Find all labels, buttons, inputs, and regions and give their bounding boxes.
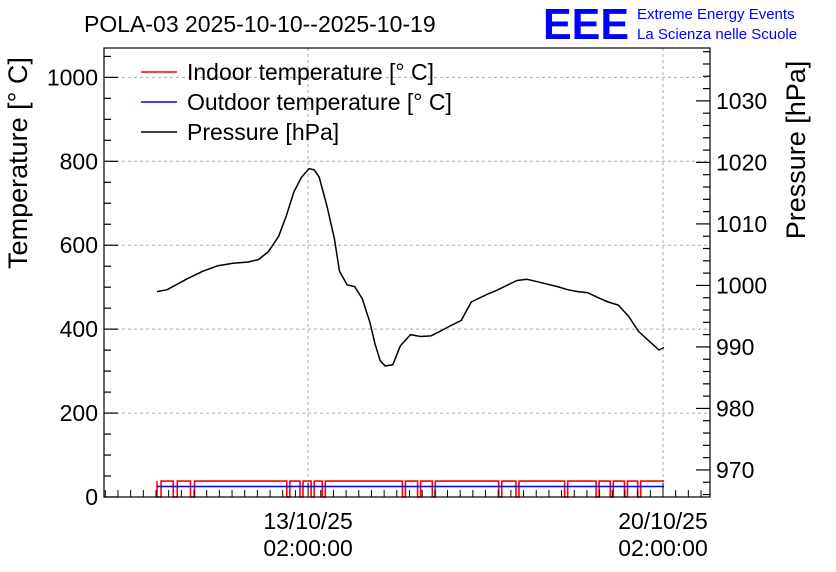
- y2-tick-label: 1020: [716, 149, 767, 175]
- eee-logo: EEE Extreme Energy Events La Scienza nel…: [543, 0, 797, 49]
- legend: Indoor temperature [° C] Outdoor tempera…: [141, 59, 452, 145]
- grid-layer: [104, 48, 710, 497]
- x-tick-label-time: 02:00:00: [263, 535, 353, 561]
- eee-logo-letters: EEE: [543, 0, 629, 49]
- chart-title: POLA-03 2025-10-10--2025-10-19: [84, 11, 436, 37]
- y2-tick-label: 990: [716, 334, 754, 360]
- y-tick-label: 1000: [47, 64, 98, 90]
- x-tick-label-date: 20/10/25: [618, 508, 708, 534]
- y2-tick-label: 1010: [716, 211, 767, 237]
- y-tick-label: 800: [60, 148, 98, 174]
- y2-tick-label: 970: [716, 457, 754, 483]
- series-pressure: [156, 167, 665, 367]
- eee-logo-line2: La Scienza nelle Scuole: [637, 26, 797, 43]
- legend-label-outdoor: Outdoor temperature [° C]: [187, 89, 452, 115]
- plot-frame: [103, 47, 711, 498]
- legend-label-indoor: Indoor temperature [° C]: [187, 59, 434, 85]
- x-tick-label-time: 02:00:00: [618, 535, 708, 561]
- legend-label-pressure: Pressure [hPa]: [187, 119, 339, 145]
- y2-tick-label: 1030: [716, 88, 767, 114]
- series-indoor-temperature: [156, 480, 664, 498]
- eee-logo-line1: Extreme Energy Events: [637, 6, 795, 23]
- y2-tick-label: 980: [716, 395, 754, 421]
- y2-axis-label: Pressure [hPa]: [781, 61, 811, 240]
- y-tick-label: 400: [60, 316, 98, 342]
- axis-layer: 0 200 400 600 800 1000 970 980 990 1000 1010 1020 10…: [47, 47, 767, 561]
- x-tick-label-date: 13/10/25: [263, 508, 353, 534]
- y-tick-label: 200: [60, 400, 98, 426]
- series-layer: [156, 167, 665, 498]
- y2-tick-label: 1000: [716, 272, 767, 298]
- y-tick-label: 600: [60, 232, 98, 258]
- y-axis-label: Temperature [° C]: [3, 57, 33, 269]
- y-tick-label: 0: [85, 484, 98, 510]
